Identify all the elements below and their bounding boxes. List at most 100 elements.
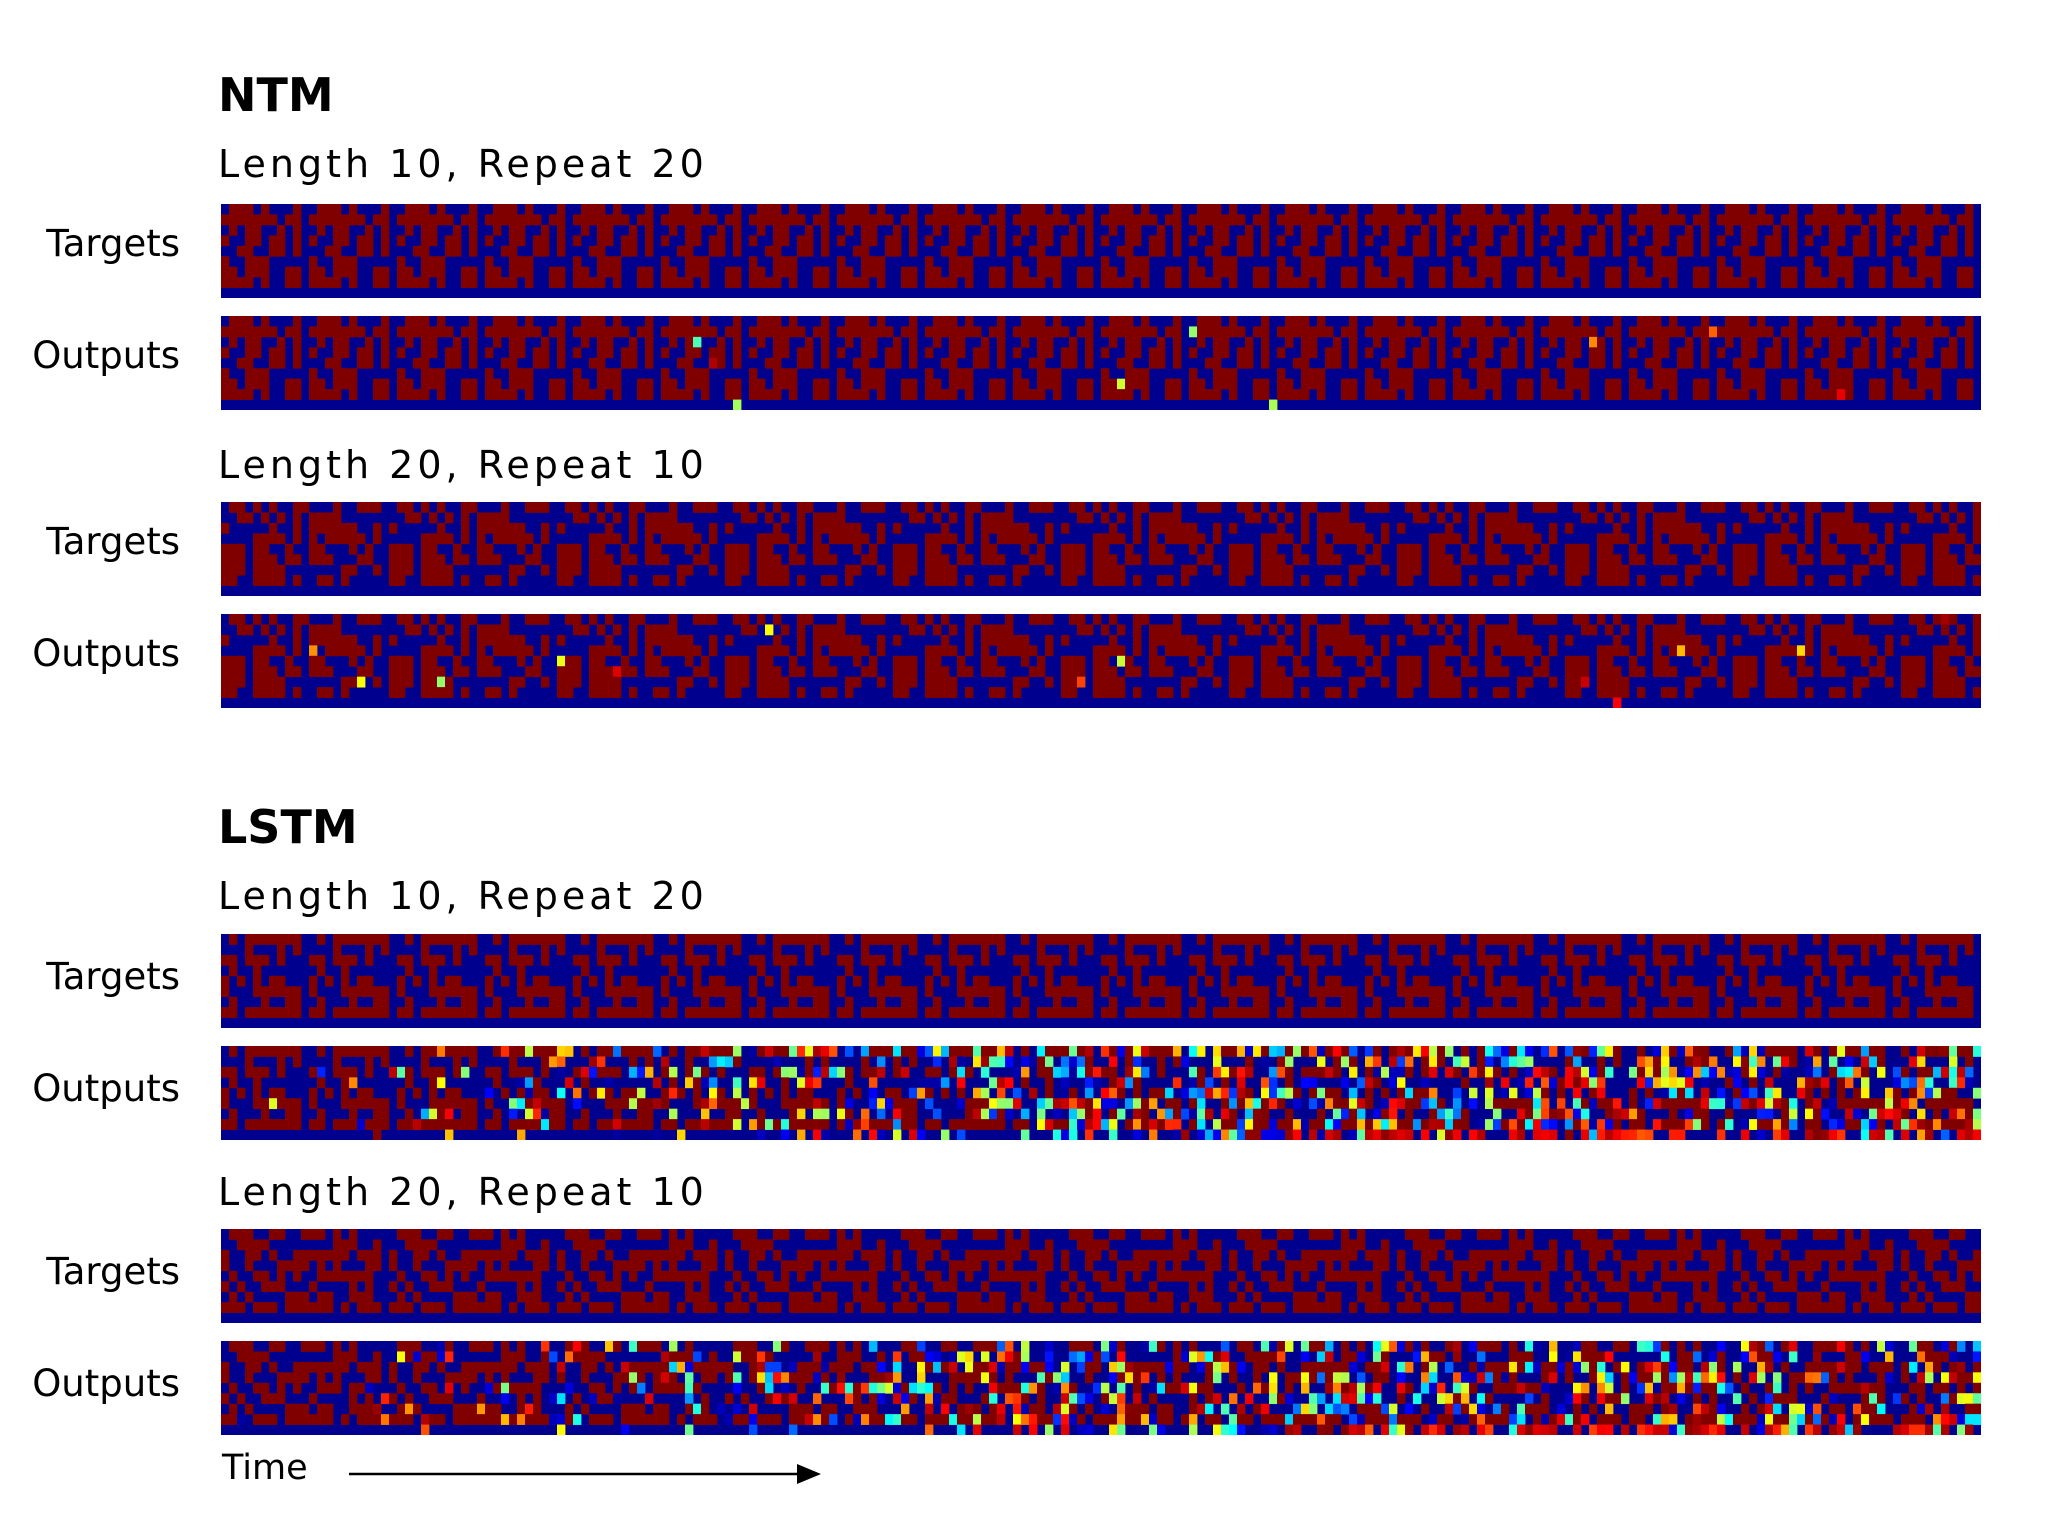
heatmap-cell — [589, 676, 598, 688]
heatmap-cell — [1629, 235, 1638, 247]
heatmap-cell — [1429, 1007, 1438, 1018]
heatmap-cell — [877, 368, 886, 380]
heatmap-cell — [1789, 645, 1798, 657]
heatmap-cell — [981, 347, 990, 359]
heatmap-cell — [1957, 1007, 1966, 1018]
heatmap-cell — [981, 624, 990, 636]
heatmap-cell — [1597, 944, 1606, 956]
heatmap-cell — [1701, 245, 1710, 257]
heatmap-cell — [1669, 954, 1678, 966]
heatmap-cell — [1773, 336, 1782, 348]
heatmap-cell — [685, 347, 694, 359]
heatmap-cell — [1245, 336, 1254, 348]
heatmap-cell — [1917, 1007, 1926, 1018]
heatmap-cell — [1805, 624, 1814, 636]
heatmap-cell — [781, 986, 790, 998]
heatmap-cell — [1397, 326, 1406, 338]
heatmap-cell — [981, 954, 990, 966]
heatmap-cell — [1269, 533, 1278, 545]
heatmap-cell — [493, 965, 502, 977]
heatmap-cell — [933, 687, 942, 698]
heatmap-cell — [429, 1007, 438, 1018]
heatmap-cell — [1325, 554, 1334, 566]
heatmap-cell — [1805, 954, 1814, 966]
heatmap-cell — [765, 512, 774, 524]
heatmap-cell — [293, 277, 302, 288]
heatmap-cell — [989, 522, 998, 534]
heatmap-cell — [909, 1007, 918, 1018]
heatmap-cell — [317, 666, 326, 678]
heatmap-cell — [541, 986, 550, 998]
heatmap-cell — [1445, 533, 1454, 545]
heatmap-cell — [1845, 326, 1854, 338]
heatmap-cell — [229, 1119, 238, 1130]
heatmap-cell — [1397, 676, 1406, 688]
heatmap-cell — [1109, 214, 1118, 226]
heatmap-cell — [957, 554, 966, 566]
heatmap-cell — [1477, 336, 1486, 348]
heatmap-cell — [1789, 347, 1798, 359]
heatmap-cell — [1525, 944, 1534, 956]
heatmap-cell — [1077, 554, 1086, 566]
heatmap-cell — [797, 347, 806, 359]
heatmap-cell — [1597, 543, 1606, 555]
heatmap-cell — [293, 266, 302, 278]
heatmap-cell — [229, 1077, 238, 1089]
heatmap-cell — [1805, 533, 1814, 545]
heatmap-cell — [1733, 277, 1742, 288]
heatmap-cell — [317, 1007, 326, 1018]
heatmap-cell — [773, 934, 782, 945]
heatmap-cell — [333, 512, 342, 524]
heatmap-cell — [1173, 934, 1182, 945]
heatmap-cell — [981, 986, 990, 998]
heatmap-cell — [381, 357, 390, 369]
heatmap-cell — [773, 676, 782, 688]
heatmap-cell — [757, 965, 766, 977]
heatmap-cell — [1405, 389, 1414, 400]
heatmap-cell — [253, 934, 262, 945]
heatmap-cell — [221, 575, 230, 586]
heatmap-cell — [669, 934, 678, 945]
heatmap-cell — [509, 336, 518, 348]
heatmap-cell — [1701, 204, 1710, 215]
heatmap-cell — [1741, 954, 1750, 966]
heatmap-cell — [1293, 316, 1302, 327]
heatmap-cell — [1141, 277, 1150, 288]
heatmap-cell — [1045, 224, 1054, 236]
heatmap-cell — [1229, 986, 1238, 998]
heatmap-cell — [701, 996, 710, 1008]
heatmap-cell — [637, 1046, 646, 1057]
heatmap-cell — [309, 1066, 318, 1078]
heatmap-cell — [1013, 676, 1022, 688]
heatmap-cell — [1773, 512, 1782, 524]
heatmap-cell — [797, 1129, 806, 1140]
heatmap-cell — [253, 986, 262, 998]
heatmap-cell — [1973, 687, 1981, 698]
heatmap-cell — [253, 1098, 262, 1110]
heatmap-cell — [1437, 655, 1446, 667]
heatmap-cell — [381, 235, 390, 247]
heatmap-cell — [1581, 266, 1590, 278]
heatmap-cell — [1317, 996, 1326, 1008]
heatmap-cell — [1349, 986, 1358, 998]
heatmap-cell — [1829, 389, 1838, 400]
heatmap-cell — [613, 368, 622, 380]
heatmap-cell — [1613, 502, 1622, 513]
heatmap-cell — [1525, 996, 1534, 1008]
heatmap-cell — [1717, 614, 1726, 625]
heatmap-cell — [445, 687, 454, 698]
heatmap-cell — [1245, 512, 1254, 524]
heatmap-cell — [1565, 944, 1574, 956]
heatmap-cell — [925, 389, 934, 400]
heatmap-cell — [1541, 235, 1550, 247]
heatmap-cell — [477, 624, 486, 636]
heatmap-cell — [1829, 336, 1838, 348]
heatmap-cell — [517, 564, 526, 576]
heatmap-cell — [469, 1046, 478, 1057]
heatmap-cell — [1821, 533, 1830, 545]
heatmap-cell — [1613, 378, 1622, 390]
heatmap-cell — [1085, 389, 1094, 400]
heatmap-cell — [645, 1119, 654, 1130]
heatmap-cell — [1733, 204, 1742, 215]
heatmap-cell — [1581, 666, 1590, 678]
